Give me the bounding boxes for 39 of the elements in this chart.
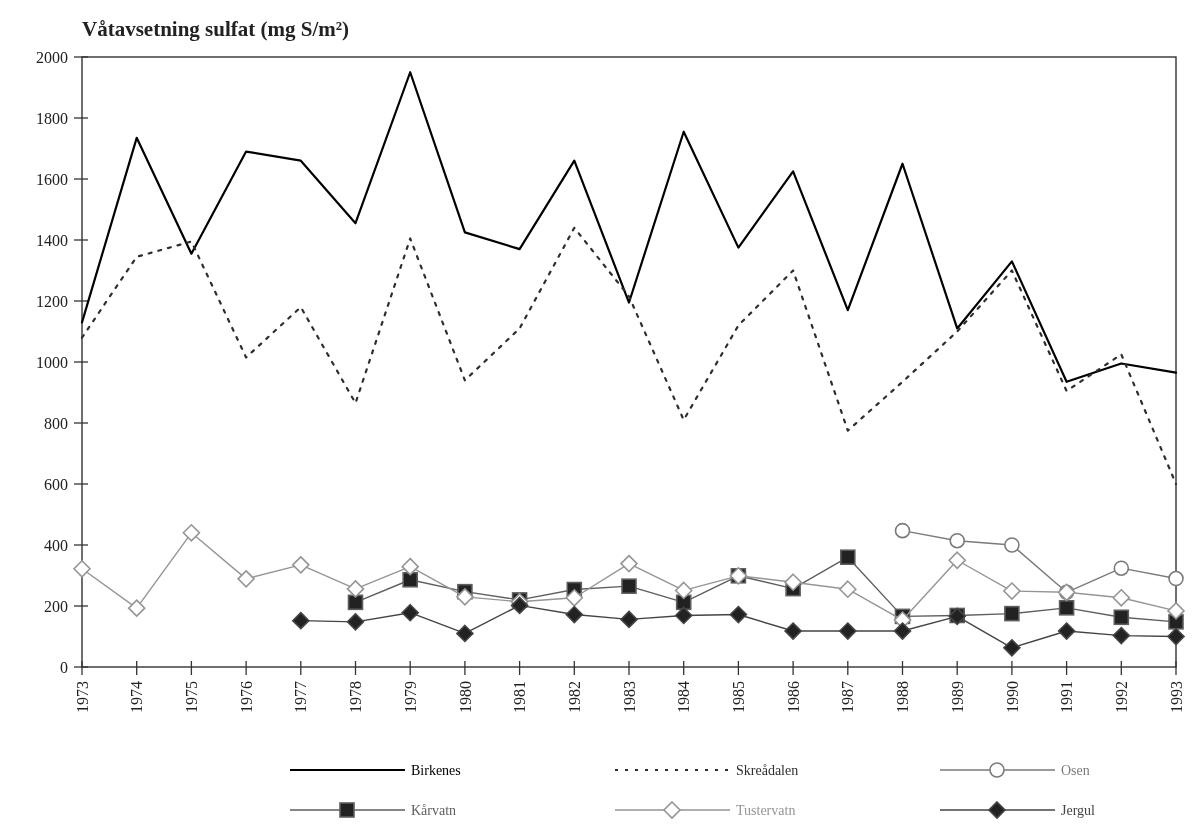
text: Kårvatn: [411, 802, 457, 818]
x-tick-label: 1975: [183, 681, 200, 713]
y-tick-label: 1000: [36, 353, 68, 371]
text: Osen: [1061, 762, 1090, 778]
y-tick-label: 2000: [36, 48, 68, 66]
x-tick-label: 1977: [292, 681, 310, 713]
text: Birkenes: [411, 762, 461, 778]
x-tick-label: 1993: [1167, 681, 1185, 713]
x-tick-label: 1990: [1003, 681, 1021, 713]
y-tick-label: 1200: [36, 292, 68, 310]
x-tick-label: 1984: [675, 681, 693, 713]
x-tick-label: 1979: [401, 681, 419, 713]
x-tick-label: 1973: [73, 681, 91, 713]
x-tick-label: 1976: [237, 681, 255, 713]
x-tick-label: 1978: [347, 681, 365, 713]
y-tick-label: 200: [44, 597, 68, 615]
text: Jergul: [1061, 802, 1096, 818]
x-tick-label: 1992: [1112, 681, 1130, 713]
text: Skreådalen: [736, 762, 799, 778]
y-tick-label: 600: [44, 475, 68, 493]
x-tick-label: 1981: [511, 681, 529, 713]
y-tick-label: 1600: [36, 170, 68, 188]
text: Tustervatn: [736, 802, 796, 818]
x-tick-label: 1986: [784, 681, 802, 713]
x-tick-label: 1982: [565, 681, 583, 713]
chart-title: Våtavsetning sulfat (mg S/m²): [82, 17, 350, 41]
x-tick-label: 1991: [1058, 681, 1076, 713]
x-tick-label: 1989: [948, 681, 966, 713]
y-tick-label: 1800: [36, 109, 68, 127]
y-tick-label: 1400: [36, 231, 68, 249]
y-tick-label: 0: [60, 658, 68, 676]
x-tick-label: 1985: [730, 681, 747, 713]
x-tick-label: 1987: [839, 681, 857, 713]
y-tick-label: 400: [44, 536, 68, 554]
x-tick-label: 1983: [620, 681, 638, 713]
y-tick-label: 800: [44, 414, 68, 432]
x-tick-label: 1974: [128, 681, 146, 713]
x-tick-label: 1988: [894, 681, 912, 713]
x-tick-label: 1980: [456, 681, 474, 713]
